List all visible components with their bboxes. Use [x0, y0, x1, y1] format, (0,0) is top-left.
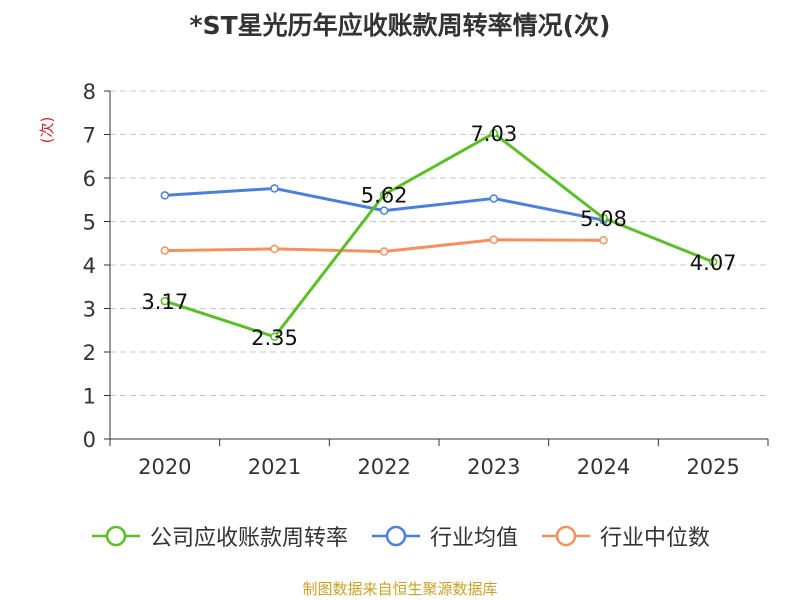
legend-item: 公司应收账款周转率 [90, 520, 348, 552]
y-tick-label: 4 [83, 254, 96, 278]
data-labels: 3.17 2.35 5.62 7.03 5.08 4.07 [141, 122, 736, 350]
legend-label: 行业中位数 [600, 526, 711, 551]
data-point [270, 184, 279, 193]
data-label: 3.17 [141, 290, 188, 314]
data-point [160, 296, 170, 306]
data-label: 7.03 [470, 122, 517, 146]
data-label: 2.35 [251, 326, 298, 350]
y-tick-label: 3 [83, 298, 96, 322]
data-point [489, 128, 499, 138]
x-tick-label: 2025 [686, 455, 739, 479]
y-tick-label: 2 [83, 341, 96, 365]
data-point [599, 213, 608, 223]
data-label: 5.62 [361, 184, 408, 208]
data-point [489, 194, 499, 203]
y-tick-label: 8 [83, 80, 96, 104]
x-tick-label: 2020 [138, 455, 191, 479]
data-point [270, 332, 279, 342]
axes: 0 1 2 3 4 5 6 7 8 2020 2021 2022 2023 2024 2025 (次) [38, 80, 769, 479]
y-tick-label: 7 [83, 124, 96, 148]
data-point [708, 257, 718, 267]
x-tick-label: 2022 [357, 455, 410, 479]
data-point [160, 246, 170, 255]
series-line [164, 131, 714, 339]
source-note: 制图数据来自恒生聚源数据库 [302, 580, 498, 598]
y-axis-label: (次) [38, 117, 56, 144]
data-point [160, 191, 170, 200]
data-point [379, 206, 389, 215]
data-point [270, 244, 279, 254]
legend-item: 行业均值 [370, 520, 518, 552]
data-point [489, 235, 499, 245]
data-point [379, 190, 389, 199]
data-point [599, 235, 608, 245]
legend-swatch-icon [91, 525, 140, 547]
y-tick-label: 0 [83, 428, 96, 452]
y-tick-label: 6 [83, 167, 96, 191]
legend-label: 公司应收账款周转率 [149, 526, 348, 551]
x-tick-label: 2021 [248, 455, 301, 479]
legend-swatch-icon [542, 525, 590, 547]
data-point [379, 247, 389, 256]
y-tick-label: 5 [83, 211, 96, 235]
series-layer [160, 128, 718, 342]
legend-item: 行业中位数 [540, 520, 710, 552]
legend-swatch-icon [371, 525, 420, 547]
y-tick-label: 1 [83, 385, 96, 409]
chart-title: *ST星光历年应收账款周转率情况(次) [189, 11, 611, 40]
data-label: 4.07 [690, 251, 737, 275]
x-tick-label: 2024 [577, 455, 630, 479]
legend: 公司应收账款周转率 行业均值 行业中位数 [0, 520, 800, 552]
x-tick-label: 2023 [467, 455, 520, 479]
legend-label: 行业均值 [429, 526, 518, 551]
data-label: 5.08 [580, 207, 627, 231]
